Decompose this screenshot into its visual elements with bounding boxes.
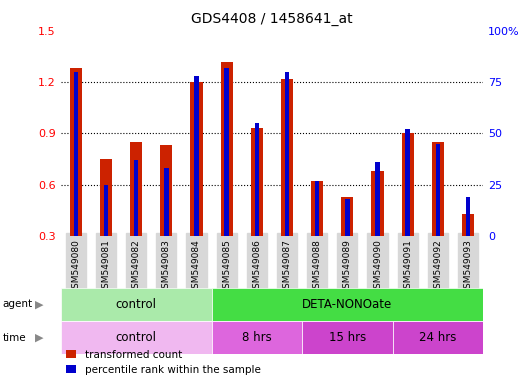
Bar (164, 168, 168, 236)
Bar (311, 181, 323, 236)
Bar (100, 159, 112, 236)
Bar (61, 288, 212, 321)
Text: 8 hrs: 8 hrs (242, 331, 272, 344)
Bar (224, 68, 229, 236)
Bar (375, 162, 380, 236)
Bar (251, 128, 263, 236)
Text: GDS4408 / 1458641_at: GDS4408 / 1458641_at (191, 12, 353, 25)
Bar (103, 185, 108, 236)
Bar (134, 160, 138, 236)
Text: 24 hrs: 24 hrs (419, 331, 457, 344)
Bar (436, 144, 440, 236)
Bar (194, 76, 199, 236)
Bar (61, 321, 212, 354)
Bar (341, 197, 353, 236)
Bar (345, 199, 350, 236)
Legend: transformed count, percentile rank within the sample: transformed count, percentile rank withi… (66, 350, 260, 375)
Bar (462, 214, 474, 236)
Bar (466, 197, 470, 236)
Bar (285, 72, 289, 236)
Text: 15 hrs: 15 hrs (329, 331, 366, 344)
Text: ▶: ▶ (35, 333, 43, 343)
Text: ▶: ▶ (35, 299, 43, 310)
Text: DETA-NONOate: DETA-NONOate (302, 298, 392, 311)
Bar (161, 146, 172, 236)
Text: time: time (3, 333, 26, 343)
Bar (254, 123, 259, 236)
Bar (212, 321, 302, 354)
Text: agent: agent (3, 299, 33, 310)
Text: control: control (116, 331, 157, 344)
Bar (432, 142, 444, 236)
Bar (315, 181, 319, 236)
Bar (406, 129, 410, 236)
Text: control: control (116, 298, 157, 311)
Bar (212, 288, 483, 321)
Bar (130, 142, 142, 236)
Bar (302, 321, 393, 354)
Bar (281, 79, 293, 236)
Bar (191, 82, 203, 236)
Bar (70, 68, 82, 236)
Bar (402, 133, 414, 236)
Bar (221, 61, 233, 236)
Bar (73, 72, 78, 236)
Bar (393, 321, 483, 354)
Bar (372, 171, 383, 236)
